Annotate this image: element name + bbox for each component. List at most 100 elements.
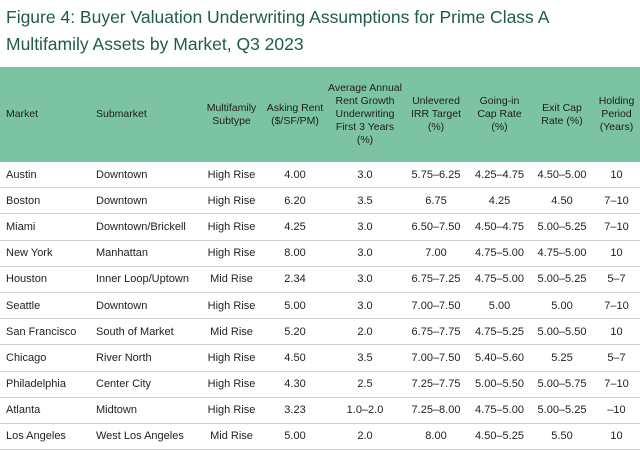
cell-going-in-cap: 4.75–5.00 bbox=[468, 266, 531, 293]
cell-irr-target: 7.25–7.75 bbox=[404, 371, 468, 398]
cell-exit-cap: 5.00–5.25 bbox=[531, 397, 593, 424]
cell-exit-cap: 5.00–5.25 bbox=[531, 266, 593, 293]
header-col-rent-growth: Average Annual Rent Growth Underwriting … bbox=[326, 67, 404, 162]
cell-rent-growth: 3.0 bbox=[326, 266, 404, 293]
cell-irr-target: 8.00 bbox=[404, 423, 468, 450]
cell-holding-period: 7–10 bbox=[593, 371, 640, 398]
table-row: Los Angeles West Los Angeles Mid Rise 5.00 2… bbox=[0, 423, 640, 450]
cell-rent-growth: 3.0 bbox=[326, 213, 404, 241]
cell-going-in-cap: 5.40–5.60 bbox=[468, 344, 531, 372]
cell-holding-period: 10 bbox=[593, 423, 640, 450]
cell-holding-period: 10 bbox=[593, 240, 640, 267]
cell-submarket: Center City bbox=[90, 371, 199, 398]
cell-submarket: River North bbox=[90, 344, 199, 372]
header-col-subtype: Multifamily Subtype bbox=[199, 67, 264, 162]
cell-rent-growth: 3.0 bbox=[326, 292, 404, 320]
cell-irr-target: 6.75 bbox=[404, 187, 468, 215]
table-row: Boston Downtown High Rise 6.20 3.5 6.75 4.25 4.… bbox=[0, 187, 640, 215]
cell-holding-period: –10 bbox=[593, 397, 640, 424]
cell-asking-rent: 4.00 bbox=[264, 162, 326, 189]
cell-rent-growth: 3.0 bbox=[326, 162, 404, 189]
cell-submarket: Downtown bbox=[90, 187, 199, 215]
cell-holding-period: 7–10 bbox=[593, 213, 640, 241]
cell-market: Boston bbox=[0, 187, 90, 215]
cell-submarket: Downtown/Brickell bbox=[90, 213, 199, 241]
cell-asking-rent: 2.34 bbox=[264, 266, 326, 293]
cell-going-in-cap: 4.75–5.25 bbox=[468, 318, 531, 346]
cell-exit-cap: 4.50–5.00 bbox=[531, 162, 593, 189]
figure-title: Figure 4: Buyer Valuation Underwriting A… bbox=[6, 7, 549, 54]
cell-submarket: Midtown bbox=[90, 397, 199, 424]
cell-subtype: High Rise bbox=[199, 292, 264, 320]
cell-going-in-cap: 5.00 bbox=[468, 292, 531, 320]
cell-exit-cap: 5.50 bbox=[531, 423, 593, 450]
cell-asking-rent: 3.23 bbox=[264, 397, 326, 424]
table-row: Austin Downtown High Rise 4.00 3.0 5.75–6.25 4… bbox=[0, 162, 640, 189]
header-col-exit-cap: Exit Cap Rate (%) bbox=[531, 67, 593, 162]
cell-rent-growth: 2.5 bbox=[326, 371, 404, 398]
cell-rent-growth: 3.5 bbox=[326, 344, 404, 372]
cell-subtype: High Rise bbox=[199, 371, 264, 398]
cell-going-in-cap: 4.75–5.00 bbox=[468, 397, 531, 424]
cell-irr-target: 7.00–7.50 bbox=[404, 344, 468, 372]
cell-going-in-cap: 4.25–4.75 bbox=[468, 162, 531, 189]
cell-market: Houston bbox=[0, 266, 90, 293]
cell-subtype: Mid Rise bbox=[199, 266, 264, 293]
cell-holding-period: 7–10 bbox=[593, 187, 640, 215]
cell-holding-period: 10 bbox=[593, 162, 640, 189]
cell-subtype: High Rise bbox=[199, 344, 264, 372]
cell-irr-target: 7.00 bbox=[404, 240, 468, 267]
cell-market: New York bbox=[0, 240, 90, 267]
cell-irr-target: 6.75–7.75 bbox=[404, 318, 468, 346]
table-row: Miami Downtown/Brickell High Rise 4.25 3.0 6.… bbox=[0, 213, 640, 241]
table-row: Chicago River North High Rise 4.50 3.5 7.00–7… bbox=[0, 344, 640, 372]
cell-holding-period: 7–10 bbox=[593, 292, 640, 320]
cell-subtype: High Rise bbox=[199, 187, 264, 215]
cell-asking-rent: 4.30 bbox=[264, 371, 326, 398]
cell-submarket: Downtown bbox=[90, 292, 199, 320]
cell-exit-cap: 4.50 bbox=[531, 187, 593, 215]
header-col-asking-rent: Asking Rent ($/SF/PM) bbox=[264, 67, 326, 162]
cell-asking-rent: 4.50 bbox=[264, 344, 326, 372]
table-row: Philadelphia Center City High Rise 4.30 2.5 7… bbox=[0, 371, 640, 398]
cell-market: Miami bbox=[0, 213, 90, 241]
cell-market: Seattle bbox=[0, 292, 90, 320]
cell-asking-rent: 4.25 bbox=[264, 213, 326, 241]
cell-market: Austin bbox=[0, 162, 90, 189]
table-row: Seattle Downtown High Rise 5.00 3.0 7.00–7.50… bbox=[0, 292, 640, 320]
cell-exit-cap: 5.00–5.75 bbox=[531, 371, 593, 398]
table-row: San Francisco South of Market Mid Rise 5.20… bbox=[0, 318, 640, 346]
cell-rent-growth: 1.0–2.0 bbox=[326, 397, 404, 424]
table-row: Houston Inner Loop/Uptown Mid Rise 2.34 3.0 6… bbox=[0, 266, 640, 293]
cell-asking-rent: 8.00 bbox=[264, 240, 326, 267]
cell-subtype: High Rise bbox=[199, 240, 264, 267]
table-body: Austin Downtown High Rise 4.00 3.0 5.75–6.25 4… bbox=[0, 162, 640, 450]
cell-holding-period: 5–7 bbox=[593, 344, 640, 372]
assumptions-table: Market Submarket Multifamily Subtype Asking… bbox=[0, 67, 640, 450]
cell-exit-cap: 5.00–5.50 bbox=[531, 318, 593, 346]
cell-going-in-cap: 4.25 bbox=[468, 187, 531, 215]
table-row: New York Manhattan High Rise 8.00 3.0 7.00 4.7… bbox=[0, 240, 640, 267]
cell-submarket: Downtown bbox=[90, 162, 199, 189]
cell-exit-cap: 5.00 bbox=[531, 292, 593, 320]
cell-exit-cap: 5.25 bbox=[531, 344, 593, 372]
header-col-holding-period: Holding Period (Years) bbox=[593, 67, 640, 162]
header-col-going-in-cap: Going-in Cap Rate (%) bbox=[468, 67, 531, 162]
cell-submarket: Inner Loop/Uptown bbox=[90, 266, 199, 293]
cell-asking-rent: 5.00 bbox=[264, 423, 326, 450]
cell-going-in-cap: 4.50–5.25 bbox=[468, 423, 531, 450]
cell-irr-target: 7.00–7.50 bbox=[404, 292, 468, 320]
cell-market: Los Angeles bbox=[0, 423, 90, 450]
cell-irr-target: 5.75–6.25 bbox=[404, 162, 468, 189]
cell-asking-rent: 5.20 bbox=[264, 318, 326, 346]
cell-submarket: West Los Angeles bbox=[90, 423, 199, 450]
cell-irr-target: 7.25–8.00 bbox=[404, 397, 468, 424]
header-col-irr-target: Unlevered IRR Target (%) bbox=[404, 67, 468, 162]
cell-submarket: South of Market bbox=[90, 318, 199, 346]
cell-market: Philadelphia bbox=[0, 371, 90, 398]
cell-subtype: High Rise bbox=[199, 162, 264, 189]
cell-exit-cap: 4.75–5.00 bbox=[531, 240, 593, 267]
cell-going-in-cap: 5.00–5.50 bbox=[468, 371, 531, 398]
header-row: Market Submarket Multifamily Subtype Asking… bbox=[0, 67, 640, 162]
cell-irr-target: 6.75–7.25 bbox=[404, 266, 468, 293]
